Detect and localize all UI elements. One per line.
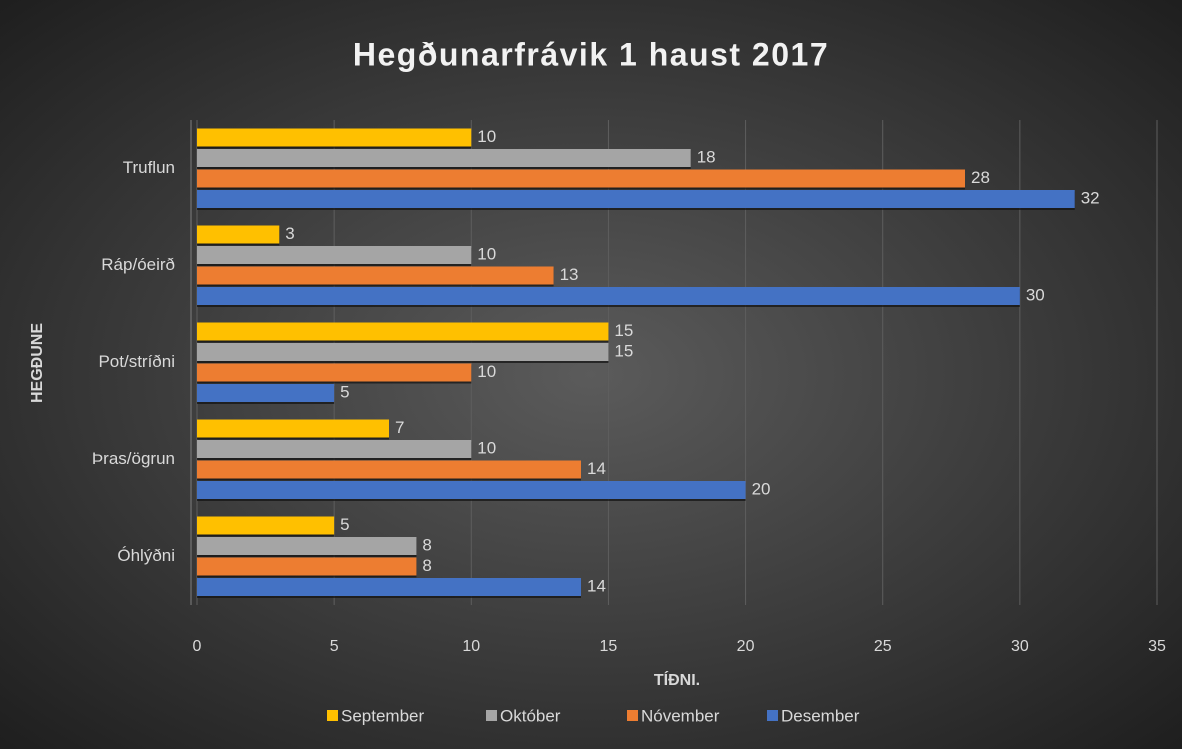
bar bbox=[197, 149, 691, 167]
bar bbox=[197, 266, 554, 285]
bar bbox=[197, 384, 335, 402]
y-axis-label: HEGÐUNE bbox=[29, 323, 46, 403]
bar bbox=[197, 363, 472, 382]
data-label: 13 bbox=[560, 265, 579, 284]
bar bbox=[197, 190, 1075, 208]
bar bbox=[197, 516, 335, 535]
data-label: 8 bbox=[422, 556, 431, 575]
bar bbox=[197, 169, 965, 188]
bar bbox=[197, 419, 389, 438]
legend-label: Október bbox=[500, 706, 561, 725]
legend-swatch bbox=[627, 710, 638, 721]
bar bbox=[197, 481, 746, 499]
x-tick-label: 0 bbox=[193, 638, 202, 655]
data-label: 28 bbox=[971, 168, 990, 187]
data-label: 5 bbox=[340, 382, 349, 401]
data-label: 10 bbox=[477, 244, 496, 263]
bar bbox=[197, 246, 472, 264]
bar bbox=[197, 343, 609, 361]
data-label: 10 bbox=[477, 127, 496, 146]
data-label: 15 bbox=[614, 321, 633, 340]
y-tick-label: Þras/ögrun bbox=[92, 449, 175, 468]
data-label: 14 bbox=[587, 576, 606, 595]
chart-title: Hegðunarfrávik 1 haust 2017 bbox=[353, 36, 829, 72]
bar bbox=[197, 557, 417, 576]
legend-label: Nóvember bbox=[641, 706, 720, 725]
data-label: 10 bbox=[477, 362, 496, 381]
legend-swatch bbox=[486, 710, 497, 721]
data-label: 14 bbox=[587, 459, 606, 478]
legend-label: September bbox=[341, 706, 424, 725]
x-tick-label: 5 bbox=[330, 638, 339, 655]
bar bbox=[197, 287, 1020, 305]
bar bbox=[197, 578, 581, 596]
x-tick-label: 10 bbox=[462, 638, 480, 655]
bar bbox=[197, 322, 609, 341]
bar bbox=[197, 537, 417, 555]
legend-swatch bbox=[767, 710, 778, 721]
y-tick-label: Óhlýðni bbox=[117, 546, 175, 565]
data-label: 20 bbox=[752, 479, 771, 498]
data-label: 18 bbox=[697, 147, 716, 166]
y-tick-label: Pot/stríðni bbox=[98, 352, 175, 371]
data-label: 15 bbox=[614, 341, 633, 360]
x-axis-label: TÍÐNI. bbox=[654, 670, 700, 689]
bar bbox=[197, 440, 472, 458]
bar bbox=[197, 225, 280, 244]
x-tick-label: 30 bbox=[1011, 638, 1029, 655]
bar bbox=[197, 460, 581, 479]
y-tick-label: Truflun bbox=[123, 158, 175, 177]
data-label: 5 bbox=[340, 515, 349, 534]
x-tick-label: 15 bbox=[600, 638, 618, 655]
legend-label: Desember bbox=[781, 706, 860, 725]
y-tick-label: Ráp/óeirð bbox=[101, 255, 175, 274]
data-label: 7 bbox=[395, 418, 404, 437]
legend-swatch bbox=[327, 710, 338, 721]
data-label: 8 bbox=[422, 535, 431, 554]
x-tick-label: 20 bbox=[737, 638, 755, 655]
x-tick-label: 35 bbox=[1148, 638, 1166, 655]
data-label: 3 bbox=[285, 224, 294, 243]
bar bbox=[197, 128, 472, 147]
x-tick-label: 25 bbox=[874, 638, 892, 655]
data-label: 30 bbox=[1026, 285, 1045, 304]
data-label: 32 bbox=[1081, 188, 1100, 207]
data-label: 10 bbox=[477, 438, 496, 457]
